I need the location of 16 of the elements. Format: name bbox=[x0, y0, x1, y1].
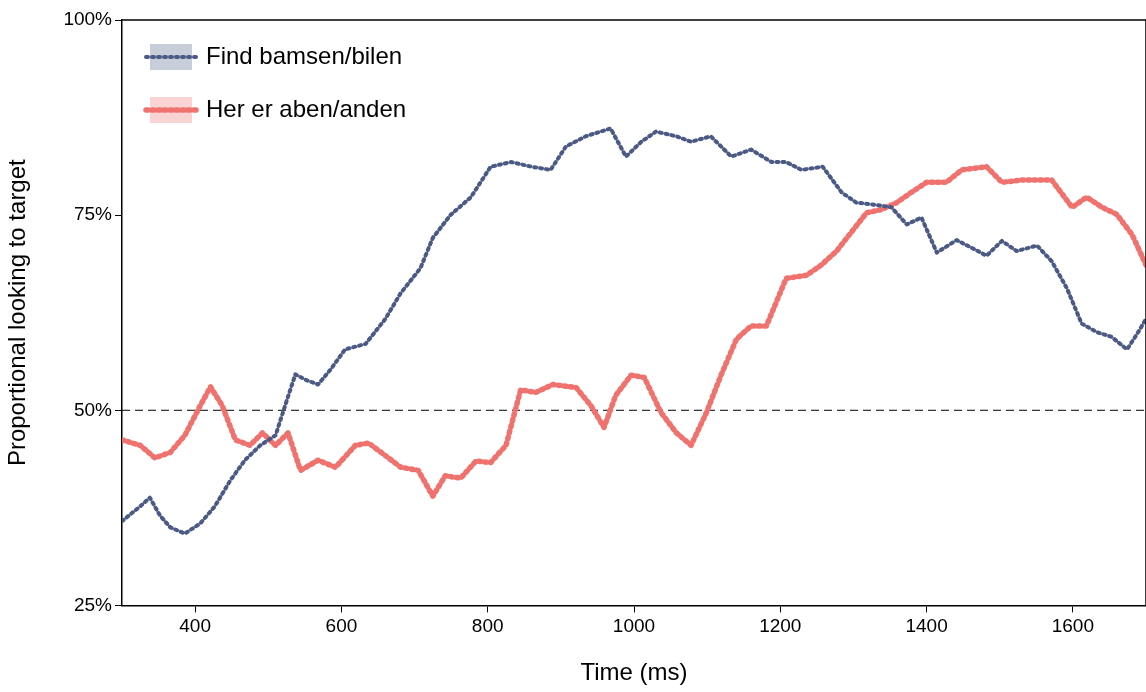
x-tick-label: 1200 bbox=[759, 615, 802, 637]
y-tick-label: 100% bbox=[63, 8, 113, 30]
y-axis-title: Proportional looking to target bbox=[3, 158, 31, 467]
line-series bbox=[122, 126, 1146, 536]
y-tick-label: 25% bbox=[73, 593, 113, 615]
y-tick-label: 75% bbox=[73, 203, 113, 225]
x-tick-label: 400 bbox=[179, 615, 211, 637]
x-tick-label: 800 bbox=[471, 615, 504, 637]
legend-label: Find bamsen/bilen bbox=[206, 41, 403, 69]
x-axis-title: Time (ms) bbox=[580, 658, 688, 686]
x-tick-label: 1600 bbox=[1051, 615, 1094, 637]
x-tick-label: 1000 bbox=[612, 615, 656, 637]
x-tick-label: 1400 bbox=[905, 615, 948, 637]
y-tick-label: 50% bbox=[73, 398, 113, 420]
x-tick-label: 600 bbox=[325, 615, 358, 637]
legend-label: Her er aben/anden bbox=[206, 94, 407, 122]
